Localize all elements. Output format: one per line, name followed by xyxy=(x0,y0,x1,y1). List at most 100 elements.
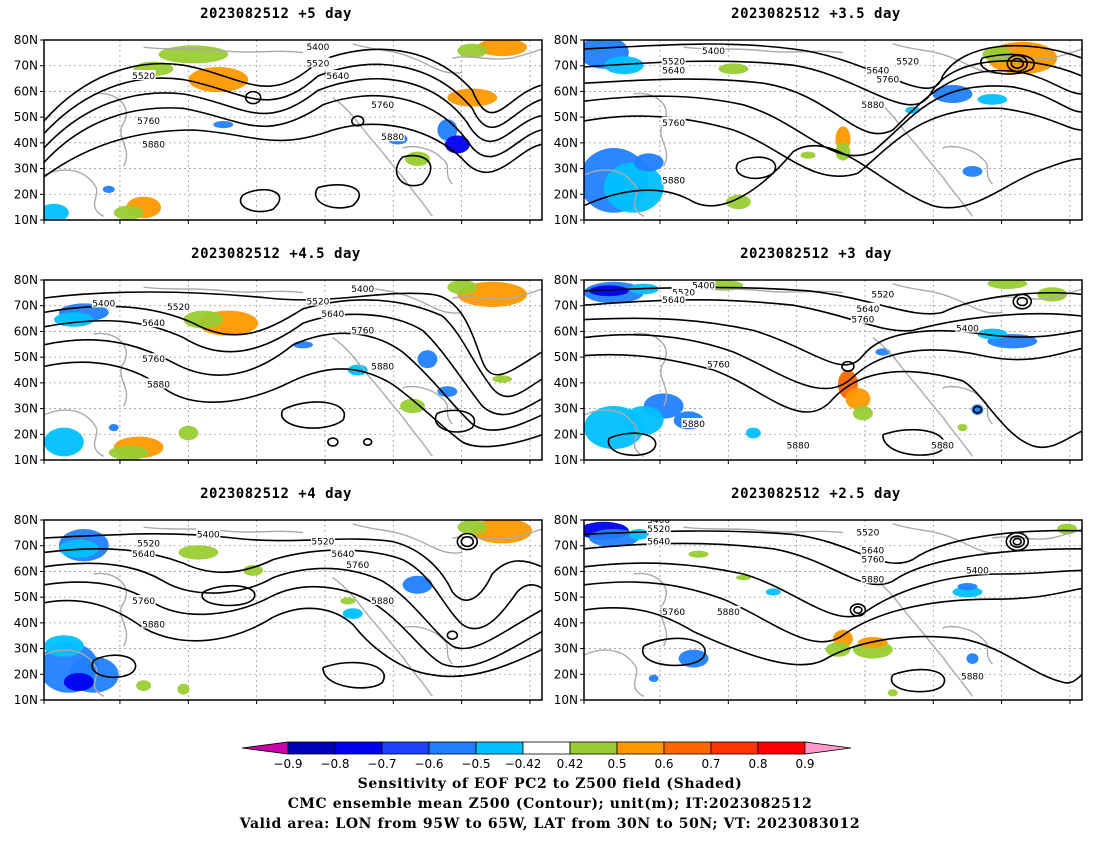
map-content: 5400552056405520564057605400576058805880… xyxy=(584,280,1082,460)
lat-label: 60N xyxy=(554,324,578,338)
contour-label: 5880 xyxy=(142,140,165,150)
lat-label: 30N xyxy=(554,642,578,656)
lon-label: 90E xyxy=(573,464,596,466)
lat-label: 10N xyxy=(14,453,38,466)
lat-label: 50N xyxy=(14,590,38,604)
map-plot: 5400 5520 5640 5520 5760 5760 5880 5880 80N 70N 60… xyxy=(14,33,544,226)
lat-label: 20N xyxy=(554,667,578,681)
sensitivity-shading xyxy=(113,205,144,220)
panel-5: 2023082512 +4 day 5400 5520 5640 5520 5640 57… xyxy=(8,486,544,706)
z500-closed-contour xyxy=(1010,57,1025,69)
lat-label: 40N xyxy=(14,376,38,390)
contour-label-bg xyxy=(91,297,116,308)
z500-contour xyxy=(980,53,1035,75)
z500-closed-contour xyxy=(1005,532,1030,552)
coastline xyxy=(872,337,973,457)
z500-closed-contour xyxy=(1012,537,1023,546)
sensitivity-shading xyxy=(623,406,664,435)
sensitivity-shading xyxy=(447,280,478,295)
lat-label: 70N xyxy=(554,59,578,73)
contour-label: 5760 xyxy=(876,76,899,86)
contour-label: 5400 xyxy=(956,325,979,335)
contour-label: 5880 xyxy=(717,608,740,618)
contour-label-bg xyxy=(370,595,395,605)
z500-closed-contour xyxy=(362,438,373,446)
sensitivity-shading xyxy=(158,45,229,64)
contour-label: 5880 xyxy=(381,133,404,143)
contour-label: 5520 xyxy=(306,59,329,69)
contour-label: 5880 xyxy=(142,620,165,630)
z500-contour xyxy=(239,188,281,213)
lat-label: 60N xyxy=(14,324,38,338)
contour-label-bg xyxy=(875,73,900,84)
lat-label: 20N xyxy=(14,187,38,201)
contour-label-bg xyxy=(370,360,395,371)
lon-label: 180 xyxy=(785,224,808,226)
colorbar-tick-label: 0.42 xyxy=(557,757,584,771)
sensitivity-shading xyxy=(417,350,438,369)
contour-label-bg xyxy=(131,595,156,605)
colorbar-tick-label: 0.7 xyxy=(701,757,720,771)
contour-label-bg xyxy=(955,322,980,333)
lat-label: 40N xyxy=(554,376,578,390)
contour-label-bg xyxy=(380,131,405,142)
sensitivity-shading xyxy=(178,425,199,441)
lon-label: 60W xyxy=(1056,464,1083,466)
colorbar-tick-label: −0.8 xyxy=(320,757,349,771)
coastline xyxy=(942,145,993,185)
colorbar-box xyxy=(522,741,571,755)
z500-contour xyxy=(280,401,346,429)
coastline xyxy=(892,42,1003,74)
lon-label: 90E xyxy=(573,224,596,226)
contour-label: 5520 xyxy=(871,290,894,300)
sensitivity-shading xyxy=(213,121,234,129)
lat-label: 40N xyxy=(554,136,578,150)
colorbar-box xyxy=(334,741,383,755)
contour-label-bg xyxy=(350,324,375,335)
lon-label: 120E xyxy=(105,704,136,706)
colorbar-box xyxy=(428,741,477,755)
lat-label: 80N xyxy=(554,513,578,527)
lat-label: 50N xyxy=(14,110,38,124)
contour-label: 5880 xyxy=(861,101,884,111)
coastline xyxy=(332,577,433,697)
sensitivity-shading xyxy=(845,388,871,410)
contour-label-bg xyxy=(661,605,686,616)
lat-label: 60N xyxy=(554,564,578,578)
contour-label: 5880 xyxy=(961,673,984,683)
sensitivity-shading xyxy=(437,386,458,397)
contour-label-bg xyxy=(646,535,671,546)
coastline xyxy=(93,92,128,167)
sensitivity-shading xyxy=(1057,523,1078,535)
z500-contour xyxy=(44,299,542,398)
z500-contour xyxy=(584,606,1082,684)
contour-label-bg xyxy=(681,418,706,428)
lon-label: 90W xyxy=(988,464,1015,466)
lon-label: 120W xyxy=(376,224,411,226)
coastline xyxy=(584,169,645,218)
panel-title: 2023082512 +5 day xyxy=(200,6,352,22)
lat-label: 70N xyxy=(554,539,578,553)
z500-contour xyxy=(584,69,1082,135)
z500-contour xyxy=(584,581,1082,643)
sensitivity-shading xyxy=(402,575,433,594)
contour-label-bg xyxy=(860,544,885,555)
panel-title: 2023082512 +4 day xyxy=(200,486,352,502)
contour-label-bg xyxy=(305,295,330,306)
contour-label: 5880 xyxy=(861,575,884,585)
sensitivity-shading xyxy=(966,653,979,664)
contour-label: 5520 xyxy=(167,303,190,313)
sensitivity-shading xyxy=(957,424,968,432)
lon-label: 120W xyxy=(916,224,951,226)
lat-label: 20N xyxy=(14,427,38,441)
z500-contour xyxy=(91,654,137,678)
coastline xyxy=(93,332,128,407)
sensitivity-shading xyxy=(340,597,356,605)
z500-contour xyxy=(584,85,1082,157)
coastline xyxy=(402,385,453,425)
lat-label: 40N xyxy=(554,616,578,630)
lat-label: 20N xyxy=(554,427,578,441)
map-frame xyxy=(583,39,1083,221)
